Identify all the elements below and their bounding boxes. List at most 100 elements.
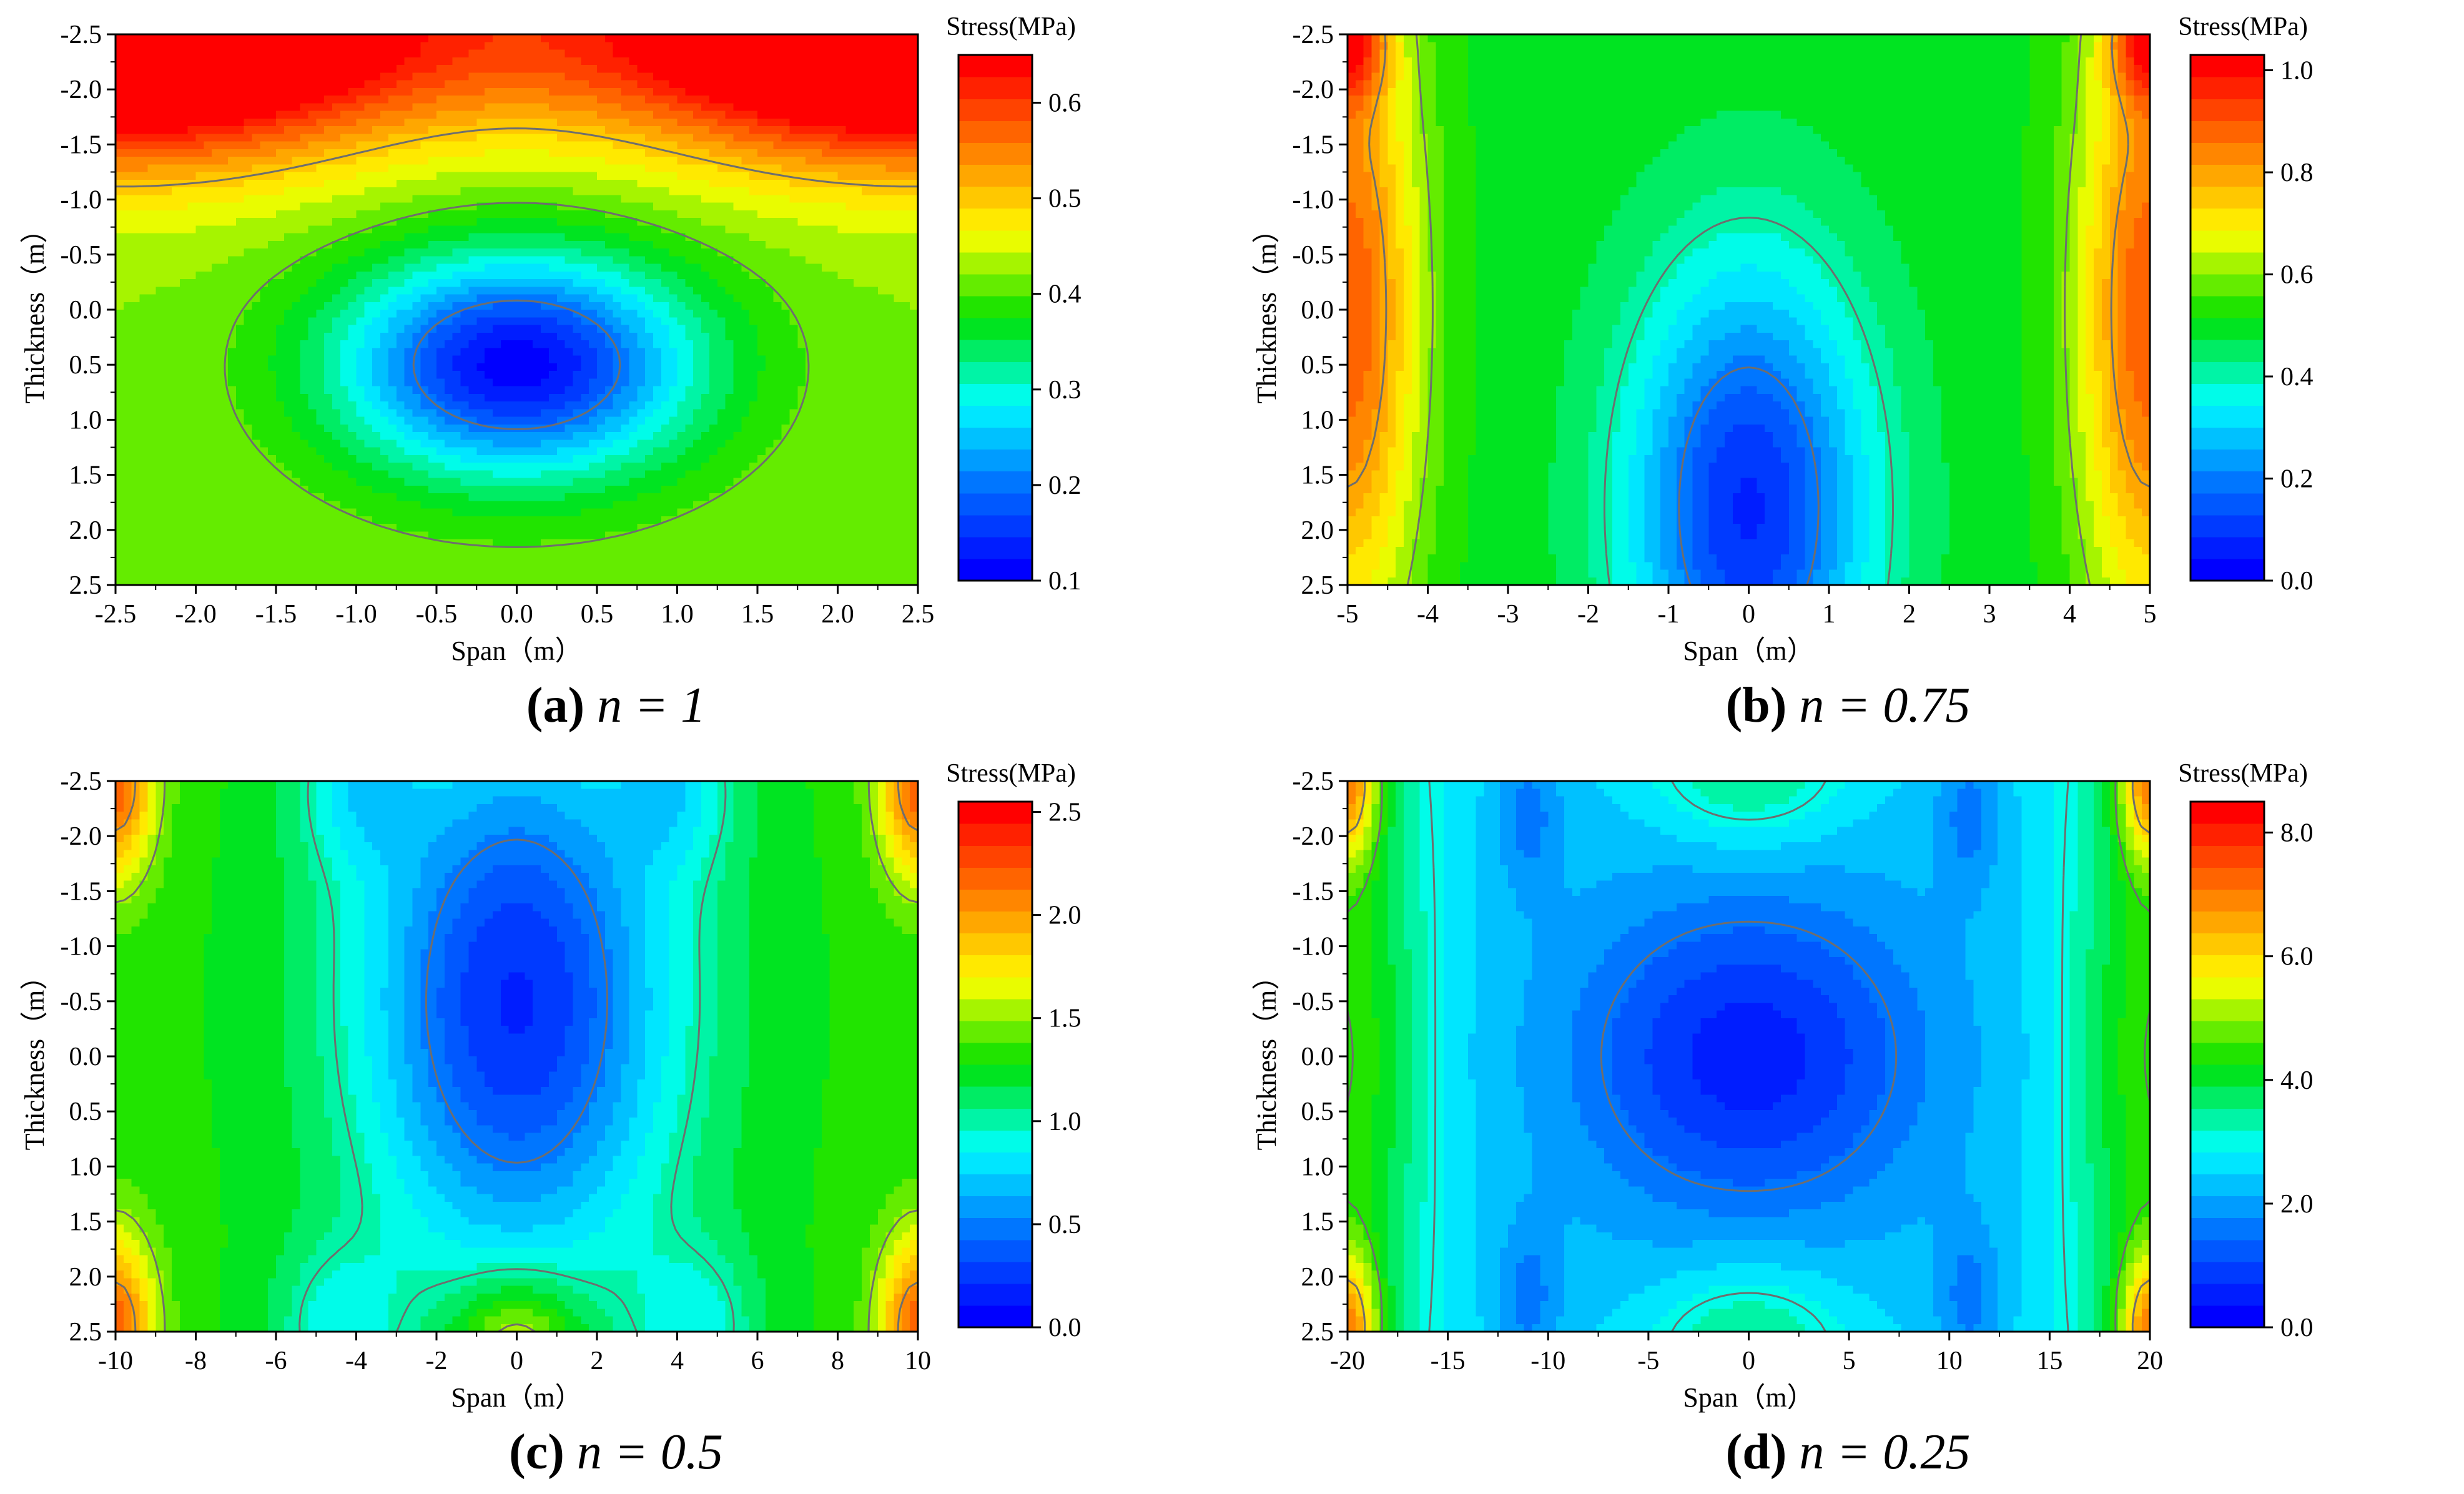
field-cell [604, 126, 614, 134]
field-cell [556, 218, 566, 226]
field-cell [485, 164, 493, 173]
field-cell [677, 401, 686, 410]
field-cell [564, 157, 574, 165]
field-cell [308, 225, 317, 234]
field-cell [348, 393, 357, 402]
field-cell [244, 240, 253, 249]
field-cell [556, 401, 566, 410]
field-cell [693, 42, 702, 51]
field-cell [276, 233, 285, 242]
field-cell [171, 378, 180, 387]
field-cell [685, 317, 694, 326]
field-cell [179, 409, 189, 418]
field-cell [155, 302, 164, 310]
field-cell [308, 195, 317, 204]
field-cell [276, 202, 285, 211]
field-cell [597, 294, 606, 303]
field-cell [885, 340, 895, 348]
field-cell [131, 393, 140, 402]
field-cell [765, 179, 774, 188]
field-cell [629, 87, 638, 96]
field-cell [155, 393, 164, 402]
field-cell [717, 386, 726, 395]
field-cell [749, 141, 758, 150]
field-cell [701, 409, 710, 418]
field-cell [604, 187, 614, 195]
field-cell [324, 393, 333, 402]
field-cell [765, 271, 774, 280]
field-cell [388, 65, 397, 73]
field-cell [171, 111, 180, 119]
field-cell [356, 302, 365, 310]
field-cell [533, 65, 541, 73]
field-cell [500, 202, 510, 211]
field-cell [637, 332, 646, 341]
field-cell [621, 179, 629, 188]
field-cell [877, 34, 887, 42]
field-cell [781, 279, 790, 287]
field-cell [733, 225, 742, 234]
field-cell [396, 179, 405, 188]
field-cell [508, 210, 518, 219]
field-cell [276, 210, 285, 219]
field-cell [548, 49, 558, 58]
field-cell [412, 57, 421, 66]
field-cell [813, 80, 822, 89]
field-cell [252, 371, 260, 379]
field-cell [813, 34, 822, 42]
field-cell [709, 279, 718, 287]
field-cell [155, 149, 164, 157]
field-cell [725, 393, 734, 402]
field-cell [773, 72, 782, 81]
field-cell [412, 179, 421, 188]
field-cell [123, 263, 132, 272]
field-cell [556, 49, 566, 58]
field-cell [244, 179, 253, 188]
field-cell [733, 187, 742, 195]
field-cell [380, 65, 389, 73]
field-cell [693, 302, 702, 310]
field-cell [693, 103, 702, 112]
field-cell [460, 80, 469, 89]
field-cell [581, 96, 589, 104]
field-cell [661, 271, 670, 280]
field-cell [885, 371, 895, 379]
field-cell [525, 386, 533, 395]
field-cell [637, 164, 646, 173]
field-cell [485, 34, 493, 42]
field-cell [212, 195, 220, 204]
field-cell [581, 157, 589, 165]
field-cell [252, 218, 260, 226]
field-cell [877, 149, 887, 157]
field-cell [147, 157, 156, 165]
field-cell [485, 141, 493, 150]
field-cell [155, 210, 164, 219]
field-cell [227, 34, 237, 42]
field-cell [757, 134, 766, 142]
field-cell [829, 271, 839, 280]
field-cell [877, 325, 887, 333]
field-cell [452, 294, 461, 303]
field-cell [653, 294, 662, 303]
field-cell [308, 409, 317, 418]
field-cell [757, 187, 766, 195]
field-cell [589, 126, 598, 134]
field-cell [396, 371, 405, 379]
field-cell [444, 263, 453, 272]
field-cell [444, 218, 453, 226]
field-cell [235, 179, 245, 188]
field-cell [581, 348, 589, 356]
field-cell [187, 302, 197, 310]
field-cell [116, 271, 124, 280]
field-cell [300, 348, 308, 356]
field-cell [123, 279, 132, 287]
field-cell [195, 187, 204, 195]
field-cell [332, 325, 341, 333]
field-cell [573, 96, 581, 104]
field-cell [155, 141, 164, 150]
field-cell [621, 225, 629, 234]
field-cell [533, 233, 541, 242]
field-cell [806, 34, 814, 42]
field-cell [324, 149, 333, 157]
field-cell [661, 187, 670, 195]
